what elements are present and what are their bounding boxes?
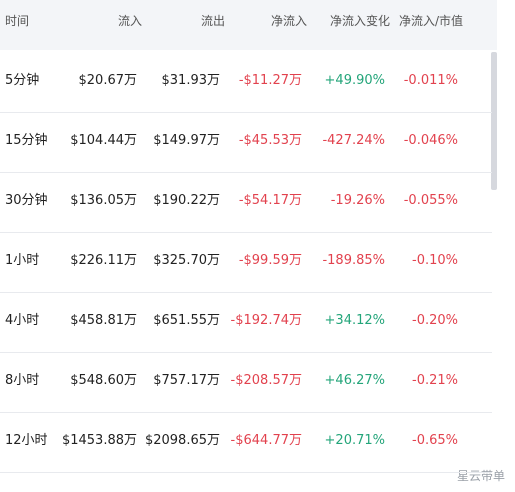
table-cell: 30分钟	[5, 193, 48, 208]
table-cell: $1453.88万	[61, 433, 137, 448]
column-header: 时间	[5, 14, 30, 28]
table-cell: $325.70万	[153, 253, 220, 268]
table-cell: $20.67万	[78, 73, 138, 88]
table-cell: 4小时	[5, 313, 40, 328]
table-cell: +46.27%	[324, 373, 385, 388]
table-cell: -19.26%	[330, 193, 385, 208]
table-cell: 12小时	[5, 433, 48, 448]
table-row[interactable]: 8小时 $548.60万 $757.17万 -$208.57万 +46.27% -0.21…	[0, 352, 492, 413]
table-cell: -0.21%	[412, 373, 458, 388]
table-row[interactable]: 4小时 $458.81万 $651.55万 -$192.74万 +34.12% -0.20…	[0, 292, 492, 353]
table-cell: 1小时	[5, 253, 40, 268]
table-cell: -$208.57万	[230, 373, 302, 388]
table-cell: 5分钟	[5, 73, 40, 88]
table-cell: -427.24%	[322, 133, 385, 148]
table-cell: -0.65%	[412, 433, 458, 448]
table-cell: -$45.53万	[238, 133, 302, 148]
table-cell: $458.81万	[70, 313, 137, 328]
table-cell: -0.055%	[403, 193, 458, 208]
table-cell: -$644.77万	[230, 433, 302, 448]
table-cell: -0.10%	[412, 253, 458, 268]
column-header: 净流入变化	[329, 14, 390, 28]
table-cell: -0.011%	[403, 73, 458, 88]
table-cell: 15分钟	[5, 133, 48, 148]
table-cell: -$192.74万	[230, 313, 302, 328]
table-cell: $104.44万	[70, 133, 137, 148]
table-row[interactable]: 12小时 $1453.88万 $2098.65万 -$644.77万 +20.71% -0…	[0, 412, 492, 473]
table-cell: -0.046%	[403, 133, 458, 148]
table-row[interactable]: 30分钟 $136.05万 $190.22万 -$54.17万 -19.26% -0.05…	[0, 172, 492, 233]
scrollbar[interactable]	[491, 52, 497, 190]
column-header: 流入	[117, 14, 142, 28]
table-row[interactable]: 15分钟 $104.44万 $149.97万 -$45.53万 -427.24% -0.0…	[0, 112, 492, 173]
table-cell: $651.55万	[153, 313, 220, 328]
table-cell: $226.11万	[70, 253, 137, 268]
table-cell: $136.05万	[70, 193, 137, 208]
table-cell: -$54.17万	[238, 193, 302, 208]
table-row[interactable]: 1小时 $226.11万 $325.70万 -$99.59万 -189.85% -0.10…	[0, 232, 492, 293]
column-header: 净流入	[270, 14, 307, 28]
table-cell: -$99.59万	[238, 253, 302, 268]
table-cell: $548.60万	[70, 373, 137, 388]
table-cell: +49.90%	[324, 73, 385, 88]
column-header: 流出	[200, 14, 225, 28]
table-cell: -$11.27万	[238, 73, 302, 88]
table-cell: +34.12%	[324, 313, 385, 328]
column-header: 净流入/市值	[398, 14, 463, 28]
table-cell: $149.97万	[153, 133, 220, 148]
table-cell: -189.85%	[322, 253, 385, 268]
table-cell: $190.22万	[153, 193, 220, 208]
table-row[interactable]: 5分钟 $20.67万 $31.93万 -$11.27万 +49.90% -0.011%	[0, 52, 492, 113]
table-cell: 8小时	[5, 373, 40, 388]
table-cell: $757.17万	[153, 373, 220, 388]
table-header: 时间 流入 流出 净流入 净流入变化 净流入/市值	[0, 0, 497, 50]
table-cell: $31.93万	[161, 73, 221, 88]
table-cell: +20.71%	[324, 433, 385, 448]
table-cell: -0.20%	[412, 313, 458, 328]
table-cell: $2098.65万	[144, 433, 220, 448]
